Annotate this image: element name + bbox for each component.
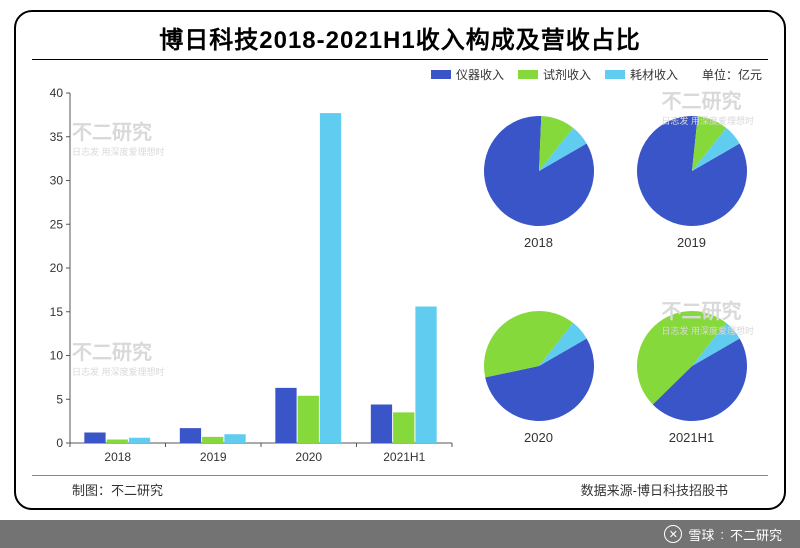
pie-label: 2020	[524, 430, 553, 445]
svg-text:10: 10	[50, 349, 64, 363]
footer: 制图：不二研究 数据来源-博日科技招股书	[32, 475, 768, 499]
svg-text:5: 5	[56, 392, 63, 406]
legend: 仪器收入 试剂收入 耗材收入 单位：亿元	[32, 66, 768, 83]
legend-item-3: 耗材收入	[605, 66, 678, 83]
svg-text:30: 30	[50, 174, 64, 188]
svg-text:2021H1: 2021H1	[383, 450, 425, 464]
svg-text:40: 40	[50, 86, 64, 100]
legend-item-2: 试剂收入	[518, 66, 591, 83]
unit-label: 单位：亿元	[702, 66, 762, 83]
legend-swatch-2	[518, 70, 538, 79]
source-sep: :	[720, 527, 724, 542]
svg-text:15: 15	[50, 305, 64, 319]
chart-frame: 博日科技2018-2021H1收入构成及营收占比 仪器收入 试剂收入 耗材收入 …	[14, 10, 786, 510]
source-brand: 雪球	[688, 525, 714, 544]
bar	[180, 428, 201, 443]
bar	[298, 396, 319, 443]
bar-chart: 05101520253035402018201920202021H1 不二研究日…	[32, 83, 462, 473]
pie-grid: 2018 2019 2020 2021H1	[462, 83, 768, 473]
pie-cell: 2018	[462, 83, 615, 278]
bar	[224, 434, 245, 443]
source-bar: ✕ 雪球 : 不二研究	[0, 520, 800, 548]
svg-text:0: 0	[56, 436, 63, 450]
bar	[415, 307, 436, 444]
pie-label: 2019	[677, 235, 706, 250]
svg-text:20: 20	[50, 261, 64, 275]
pie-svg	[632, 111, 752, 231]
legend-swatch-1	[431, 70, 451, 79]
pie-svg	[632, 306, 752, 426]
pie-svg	[479, 111, 599, 231]
chart-body: 05101520253035402018201920202021H1 不二研究日…	[32, 83, 768, 473]
pie-cell: 2020	[462, 278, 615, 473]
legend-label-3: 耗材收入	[630, 66, 678, 83]
svg-text:25: 25	[50, 217, 64, 231]
source-author: 不二研究	[730, 525, 782, 544]
pie-cell: 2021H1	[615, 278, 768, 473]
bar	[107, 440, 128, 444]
svg-text:2020: 2020	[295, 450, 322, 464]
legend-item-1: 仪器收入	[431, 66, 504, 83]
legend-label-2: 试剂收入	[543, 66, 591, 83]
xueqiu-icon: ✕	[664, 525, 682, 543]
footer-left: 制图：不二研究	[72, 480, 163, 499]
bar	[129, 438, 150, 443]
title-rule	[32, 59, 768, 60]
page-root: 博日科技2018-2021H1收入构成及营收占比 仪器收入 试剂收入 耗材收入 …	[0, 0, 800, 548]
bar	[393, 412, 414, 443]
pie-label: 2018	[524, 235, 553, 250]
legend-swatch-3	[605, 70, 625, 79]
legend-label-1: 仪器收入	[456, 66, 504, 83]
bar	[202, 437, 223, 443]
svg-text:35: 35	[50, 130, 64, 144]
bar	[371, 405, 392, 444]
pie-svg	[479, 306, 599, 426]
bar	[84, 433, 105, 444]
chart-title: 博日科技2018-2021H1收入构成及营收占比	[32, 20, 768, 55]
svg-text:2019: 2019	[200, 450, 227, 464]
bar	[320, 113, 341, 443]
pie-label: 2021H1	[669, 430, 715, 445]
pie-cell: 2019	[615, 83, 768, 278]
svg-text:2018: 2018	[104, 450, 131, 464]
footer-right: 数据来源-博日科技招股书	[581, 480, 728, 499]
bar	[275, 388, 296, 443]
bar-chart-svg: 0 5 10 15 20 25 30 35 40 2018 2019 2020 2021H1	[32, 83, 462, 473]
